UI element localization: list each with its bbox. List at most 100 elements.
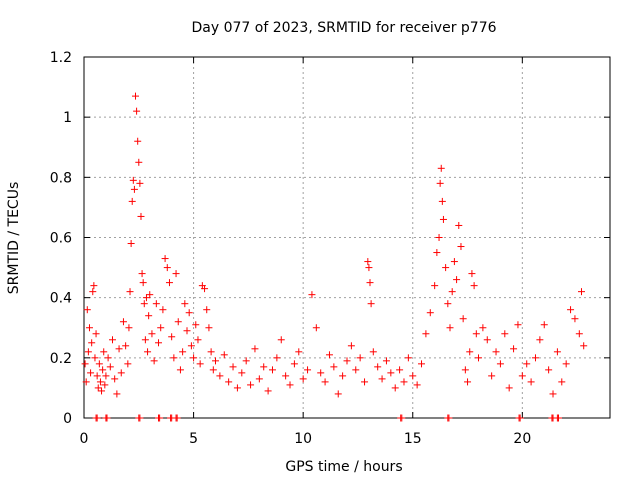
data-point [148,330,156,338]
data-point [492,348,500,356]
data-point [472,330,480,338]
chart-title: Day 077 of 2023, SRMTID for receiver p77… [191,20,496,36]
data-point [436,179,444,187]
data-point [545,366,553,374]
data-point [468,270,476,278]
data-point [125,324,133,332]
data-point [455,221,463,229]
data-point [134,137,142,145]
data-point [135,158,143,166]
data-point [99,366,107,374]
data-point [343,357,351,365]
data-point [152,300,160,308]
data-point [578,288,586,296]
x-tick-label: 5 [189,431,198,447]
data-point [404,354,412,362]
data-point [101,381,109,389]
data-point [398,414,406,422]
data-point [453,276,461,284]
data-point [181,300,189,308]
data-point [192,321,200,329]
data-point [536,336,544,344]
data-point [457,243,465,251]
data-point [108,336,116,344]
data-point [439,215,447,223]
x-tick-label: 10 [294,431,312,447]
data-point [95,360,103,368]
data-point [212,357,219,365]
data-point [470,282,478,290]
data-point [81,360,89,368]
data-point [174,318,182,326]
data-point [145,312,153,320]
data-point [437,164,445,172]
data-point [122,342,130,350]
data-point [264,387,272,395]
data-point [87,369,95,377]
data-point [549,390,557,398]
y-tick-label: 0.6 [50,231,72,247]
data-point [82,378,90,386]
data-point [185,309,193,317]
data-point [216,372,224,380]
data-point [93,414,101,422]
data-point [438,197,446,205]
y-tick-label: 0.8 [50,170,72,186]
data-point [176,366,184,374]
x-tick-label: 0 [80,431,89,447]
data-point [220,351,228,359]
data-point [277,336,285,344]
data-point [163,264,171,272]
data-point [321,378,329,386]
data-point [554,414,562,422]
data-point [571,315,579,323]
data-point [475,354,482,362]
data-point [140,300,148,308]
data-point [396,366,404,374]
data-point [352,366,360,374]
data-point [527,378,535,386]
data-point [540,321,548,329]
data-point [117,369,125,377]
data-point [523,360,531,368]
data-point [161,255,169,263]
data-point [422,330,430,338]
data-point [133,107,141,115]
data-point [510,345,518,353]
data-point [431,282,439,290]
data-point [136,414,144,422]
data-point [445,414,453,422]
x-axis-label: GPS time / hours [285,459,402,475]
data-point [496,360,504,368]
data-point [290,360,298,368]
data-point [282,372,290,380]
data-point [365,264,373,272]
data-point [233,384,241,392]
data-point [96,378,104,386]
data-point [104,354,112,362]
data-point [183,327,191,335]
data-point [127,240,135,248]
data-point [450,258,458,266]
x-axis-ticks: 0 5 10 15 20 [80,57,531,447]
data-point [361,378,369,386]
data-point [115,345,123,353]
data-point [247,381,255,389]
data-point [126,288,134,296]
y-tick-label: 1 [63,110,72,126]
data-point [308,291,316,299]
data-point [100,348,108,356]
data-point [413,381,421,389]
data-point [317,369,325,377]
data-point [113,390,121,398]
data-point [92,330,100,338]
data-point [304,366,312,374]
data-point [387,369,395,377]
data-point [94,384,102,392]
data-point [157,324,165,332]
data-point [391,384,399,392]
data-point [442,264,450,272]
data-point [516,414,524,422]
data-point [119,318,127,326]
data-point [138,270,146,278]
